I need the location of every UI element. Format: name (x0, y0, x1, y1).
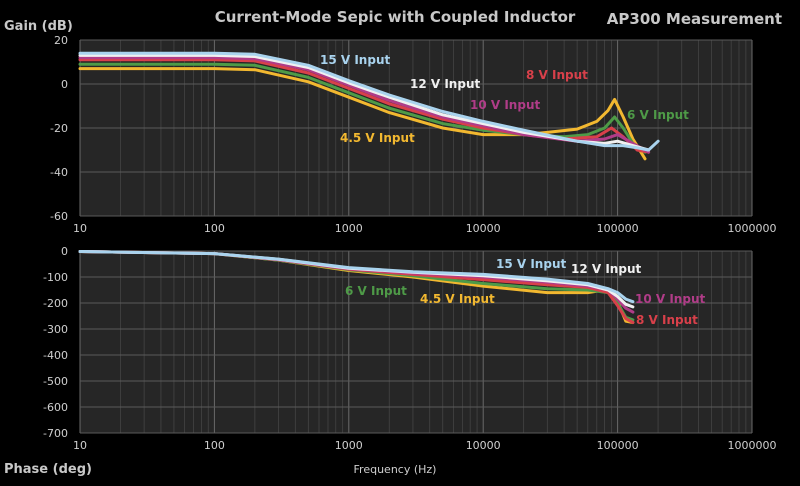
gain-label-6v: 6 V Input (627, 108, 689, 122)
phase-y-tick-label: 0 (61, 245, 68, 258)
gain-x-tick-label: 100 (204, 222, 225, 235)
phase-x-tick-label: 100000 (597, 439, 639, 452)
phase-y-axis-label: Phase (deg) (4, 462, 92, 477)
gain-x-ticks: 10 100 1000 10000 100000 1000000 (73, 222, 777, 235)
gain-x-tick-label: 100000 (597, 222, 639, 235)
gain-series-line-10-v-input (78, 56, 651, 154)
phase-x-tick-label: 100 (204, 439, 225, 452)
gain-y-axis-label: Gain (dB) (4, 19, 73, 34)
gain-label-4-5v: 4.5 V Input (340, 131, 415, 145)
phase-plot-area (80, 251, 752, 433)
phase-x-tick-label: 1000 (335, 439, 363, 452)
gain-y-tick-label: -20 (50, 122, 68, 135)
gain-label-12v: 12 V Input (410, 77, 480, 91)
phase-y-tick-label: -300 (43, 323, 68, 336)
gain-x-tick-label: 10 (73, 222, 87, 235)
phase-y-tick-label: -500 (43, 375, 68, 388)
phase-grid (79, 250, 753, 434)
gain-x-tick-label: 1000 (335, 222, 363, 235)
gain-y-tick-label: 0 (61, 78, 68, 91)
phase-label-4-5v: 4.5 V Input (420, 292, 495, 306)
phase-y-tick-label: -600 (43, 401, 68, 414)
phase-label-6v: 6 V Input (345, 284, 407, 298)
phase-label-8v: 8 V Input (636, 313, 698, 327)
x-axis-label: Frequency (Hz) (354, 463, 437, 476)
phase-label-10v: 10 V Input (635, 292, 705, 306)
phase-y-tick-label: -200 (43, 297, 68, 310)
phase-x-tick-label: 10 (73, 439, 87, 452)
gain-series-line-12-v-input (78, 53, 651, 152)
gain-y-ticks: 20 0 -20 -40 -60 (50, 34, 68, 223)
phase-y-ticks: 0 -100 -200 -300 -400 -500 -600 -700 (43, 245, 68, 440)
phase-series-line-15-v-input (78, 250, 635, 304)
phase-series-labels: 15 V Input 12 V Input 6 V Input 4.5 V In… (345, 257, 705, 327)
gain-y-tick-label: -40 (50, 166, 68, 179)
phase-x-ticks: 10 100 1000 10000 100000 1000000 (73, 439, 777, 452)
gain-series (78, 51, 660, 161)
phase-x-tick-label: 1000000 (728, 439, 777, 452)
chart-title: Current-Mode Sepic with Coupled Inductor (215, 8, 576, 26)
gain-panel: 20 0 -20 -40 -60 10 100 1000 10000 100000 1000000 (50, 34, 776, 235)
phase-label-12v: 12 V Input (571, 262, 641, 276)
gain-x-tick-label: 1000000 (728, 222, 777, 235)
phase-x-tick-label: 10000 (466, 439, 501, 452)
gain-series-line-15-v-input (78, 51, 660, 152)
gain-y-tick-label: -60 (50, 210, 68, 223)
gain-series-labels: 15 V Input 12 V Input 8 V Input 10 V Inp… (320, 53, 689, 145)
gain-y-tick-label: 20 (54, 34, 68, 47)
gain-label-15v: 15 V Input (320, 53, 390, 67)
phase-panel: 0-100-200-300-400-500-600-700 10 100 1000 1… (43, 245, 776, 452)
phase-y-tick-label: -700 (43, 427, 68, 440)
phase-series (78, 250, 635, 324)
corner-label: AP300 Measurement (607, 10, 782, 28)
gain-x-tick-label: 10000 (466, 222, 501, 235)
phase-y-tick-label: -100 (43, 271, 68, 284)
gain-label-10v: 10 V Input (470, 98, 540, 112)
phase-y-tick-label: -400 (43, 349, 68, 362)
phase-label-15v: 15 V Input (496, 257, 566, 271)
gain-label-8v: 8 V Input (526, 68, 588, 82)
